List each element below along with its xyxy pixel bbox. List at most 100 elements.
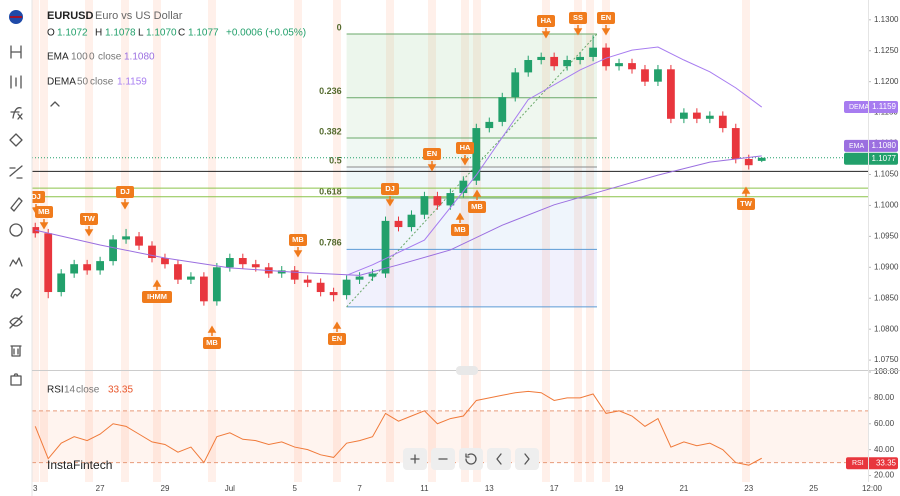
x-tick-label: 12:00 xyxy=(862,484,883,493)
candle-body xyxy=(472,128,481,181)
rsi-value: 33.35 xyxy=(108,385,133,396)
x-tick-label: 27 xyxy=(96,484,105,493)
pattern-arrow xyxy=(455,212,465,223)
x-tick-label: 19 xyxy=(615,484,624,493)
pattern-badge xyxy=(597,12,615,24)
candle-body xyxy=(316,282,325,293)
pattern-badge xyxy=(569,12,587,24)
tool-indicators[interactable] xyxy=(10,107,23,120)
y-tick-label: 1.1300 xyxy=(874,15,899,24)
pattern-label: SS xyxy=(573,13,583,22)
candle-body xyxy=(757,157,766,161)
symbol: EURUSD xyxy=(47,10,94,22)
tool-patterns[interactable] xyxy=(9,257,23,267)
pattern-badge xyxy=(80,213,98,225)
x-tick-label: 17 xyxy=(550,484,559,493)
candle-body xyxy=(161,258,169,265)
pattern-highlight xyxy=(574,0,582,482)
rsi-badge-value: 33.35 xyxy=(876,458,897,467)
price-badge-value: 1.1080 xyxy=(872,141,897,150)
ema-value: 1.1080 xyxy=(124,52,155,63)
candle-body xyxy=(705,115,714,119)
candle-body xyxy=(212,267,221,302)
pattern-arrow xyxy=(207,325,217,336)
ohlc-value: 1.1078 xyxy=(105,28,136,39)
pattern-label: EN xyxy=(332,334,342,343)
scroll-right[interactable] xyxy=(515,448,539,470)
candle-body xyxy=(550,56,559,67)
change: +0.0006 (+0.05%) xyxy=(226,28,306,39)
ohlc-key: H xyxy=(95,28,102,39)
tool-brush[interactable] xyxy=(10,197,23,212)
ema-param: close xyxy=(98,52,122,63)
ohlc-value: 1.1077 xyxy=(188,28,219,39)
candle-body xyxy=(251,264,260,268)
dema-value: 1.1159 xyxy=(117,77,147,88)
y-tick-label: 60.00 xyxy=(874,419,895,428)
pattern-label: HA xyxy=(541,16,552,25)
x-tick-label: 23 xyxy=(744,484,753,493)
tool-bars[interactable] xyxy=(10,75,22,89)
tool-shapes[interactable] xyxy=(9,133,23,147)
reset[interactable] xyxy=(459,448,483,470)
tool-magnet[interactable] xyxy=(10,288,22,299)
x-tick-label: 25 xyxy=(809,484,818,493)
pattern-label: HA xyxy=(460,143,471,152)
pattern-highlight xyxy=(40,0,48,482)
pattern-highlight xyxy=(742,0,750,482)
y-tick-label: 80.00 xyxy=(874,393,895,402)
pattern-badge xyxy=(456,142,474,154)
price-badge xyxy=(844,152,898,165)
x-tick-label: Jul xyxy=(225,484,235,493)
candle-body xyxy=(433,196,442,206)
ema-name: EMA xyxy=(47,52,69,63)
indicator-line xyxy=(346,46,763,276)
plot-layer: 1.0750 1.0800 1.0850 1.0900 1.0950 1.1000 1.10… xyxy=(31,15,899,493)
pattern-badge xyxy=(737,198,755,210)
tool-screenshot[interactable] xyxy=(10,373,22,386)
pattern-badge xyxy=(537,15,555,27)
tool-hide[interactable] xyxy=(9,315,23,329)
panel-handle[interactable] xyxy=(456,366,478,375)
pattern-highlight xyxy=(208,0,216,482)
tool-lines[interactable] xyxy=(9,165,23,179)
pattern-arrow xyxy=(460,155,470,166)
pattern-label: MB xyxy=(471,202,483,211)
pattern-highlight xyxy=(333,0,341,482)
x-tick-label: 13 xyxy=(485,484,494,493)
y-tick-label: 1.1000 xyxy=(874,201,899,210)
candle-body xyxy=(667,69,675,119)
rsi-name: RSI xyxy=(47,385,64,396)
candle-body xyxy=(485,121,494,129)
candle-body xyxy=(731,128,740,160)
candle-body xyxy=(394,220,403,228)
pattern-highlight xyxy=(542,0,550,482)
candle-body xyxy=(628,63,636,70)
dema-name: DEMA xyxy=(47,77,76,88)
rsi-param: 14 xyxy=(64,385,76,396)
pattern-badge xyxy=(468,201,486,213)
candle-body xyxy=(290,270,299,280)
ohlc-value: 1.1070 xyxy=(146,28,177,39)
candle-body xyxy=(70,264,79,274)
pattern-label: IHMM xyxy=(147,292,167,301)
candle-body xyxy=(44,233,53,293)
candle-body xyxy=(615,63,623,67)
tool-emoji[interactable] xyxy=(9,223,23,237)
candle-body xyxy=(744,159,753,166)
collapse-legend[interactable] xyxy=(50,101,60,107)
pattern-arrow xyxy=(332,321,342,332)
candle-body xyxy=(200,276,208,302)
pattern-label: DJ xyxy=(120,187,130,196)
y-tick-label: 1.0950 xyxy=(874,231,899,240)
pattern-label: TW xyxy=(740,199,753,208)
pattern-label: EN xyxy=(427,149,437,158)
tool-crosshair[interactable] xyxy=(10,45,22,59)
plus-icon xyxy=(410,454,420,464)
tool-delete[interactable] xyxy=(10,345,22,357)
scroll-left[interactable] xyxy=(487,448,511,470)
pattern-highlight xyxy=(153,0,161,482)
y-tick-label: 1.0900 xyxy=(874,262,899,271)
fib-label: 0.236 xyxy=(319,86,342,96)
reset-icon xyxy=(465,453,477,465)
